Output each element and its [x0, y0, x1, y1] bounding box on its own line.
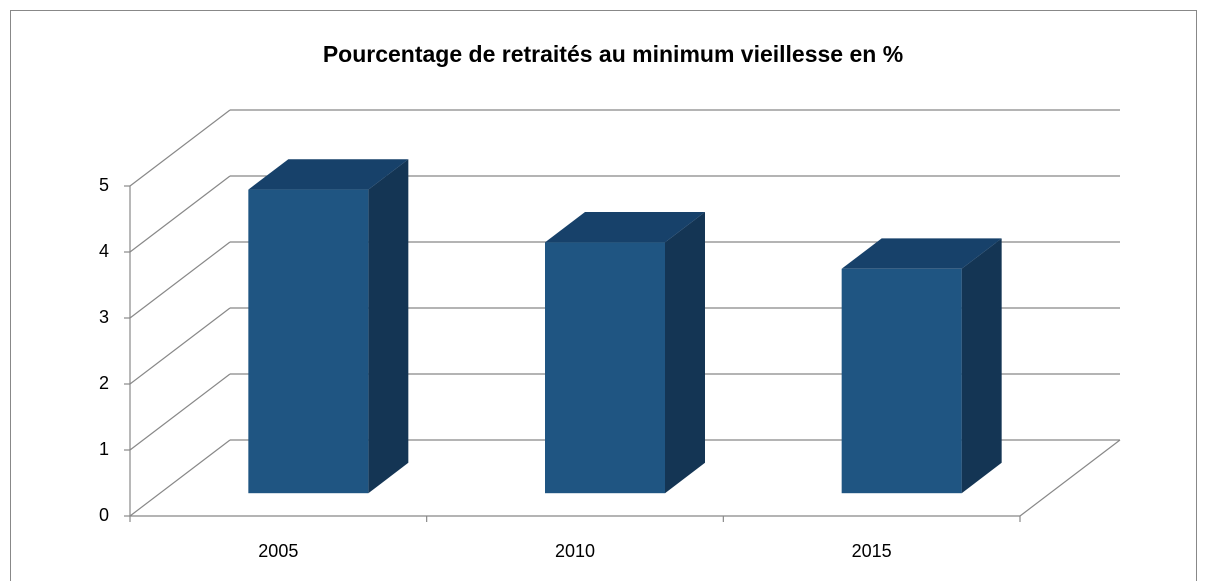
- bar-top: [545, 212, 705, 243]
- bar-side: [665, 212, 705, 494]
- y-tick-label: 0: [99, 505, 109, 525]
- y-tick-label: 1: [99, 439, 109, 459]
- x-tick-label: 2005: [258, 541, 298, 561]
- y-tick-label: 5: [99, 175, 109, 195]
- bar-top: [248, 159, 409, 190]
- x-tick-label: 2010: [555, 541, 595, 561]
- bar: [248, 189, 369, 494]
- bar: [545, 242, 665, 494]
- y-tick-label: 4: [99, 241, 109, 261]
- floor-edge: [1019, 439, 1121, 517]
- bar-side: [961, 238, 1002, 494]
- grid-line: [129, 439, 231, 517]
- y-tick-label: 3: [99, 307, 109, 327]
- grid-line: [129, 109, 231, 187]
- x-tick-label: 2015: [852, 541, 892, 561]
- bar-side: [368, 159, 409, 494]
- bar: [841, 268, 962, 494]
- bar-top: [841, 238, 1002, 269]
- grid-line: [129, 373, 231, 451]
- grid-line: [129, 307, 231, 385]
- chart-title: Pourcentage de retraités au minimum viei…: [323, 41, 903, 67]
- grid-line: [129, 175, 231, 253]
- grid-line: [129, 241, 231, 319]
- y-tick-label: 2: [99, 373, 109, 393]
